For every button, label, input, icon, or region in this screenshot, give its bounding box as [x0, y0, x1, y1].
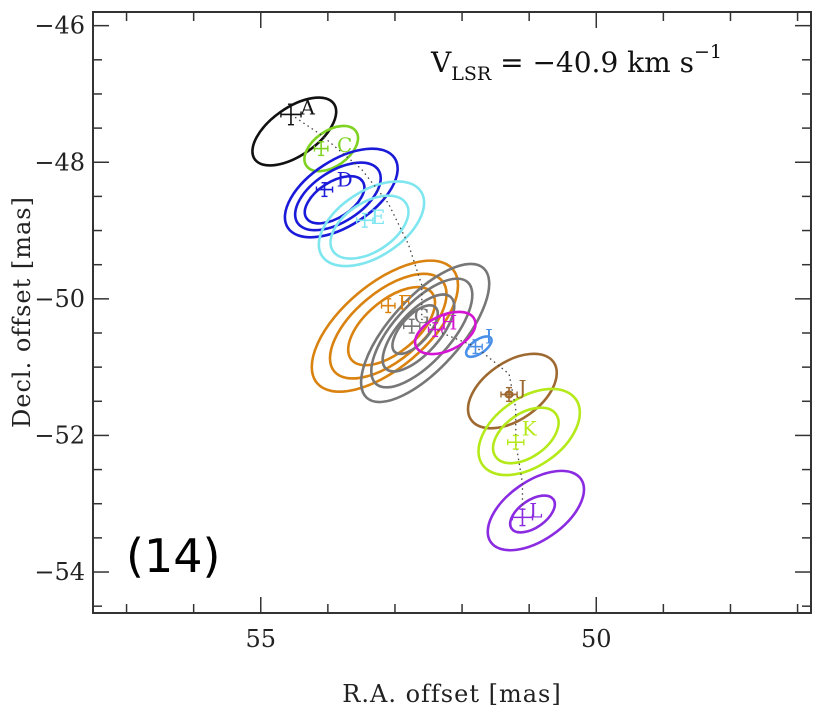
component-label-F: F [398, 290, 412, 314]
y-tick-label: −54 [34, 558, 85, 586]
velocity-annotation: VLSR = −40.9 km s−1 [430, 41, 722, 85]
component-I: I [468, 324, 493, 355]
contour-E [329, 194, 410, 260]
component-label-L: L [529, 499, 542, 523]
component-label-E: E [371, 205, 386, 229]
vlsr-subscript: LSR [451, 63, 492, 85]
y-axis-label: Decl. offset [mas] [8, 196, 36, 428]
component-D: D [315, 167, 353, 198]
contour-H [413, 310, 477, 356]
contour-L [486, 469, 586, 552]
component-G: G [402, 304, 430, 334]
panel-label: (14) [126, 529, 220, 583]
component-H: H [427, 311, 457, 338]
contour-C [303, 124, 360, 173]
vlsr-superscript: −1 [694, 41, 722, 63]
y-tick-label: −50 [34, 285, 85, 313]
x-tick-label: 50 [581, 625, 612, 653]
contour-G [391, 304, 440, 356]
component-label-A: A [300, 96, 316, 120]
contour-G [381, 293, 456, 373]
component-F: F [380, 290, 412, 314]
contour-D [293, 161, 383, 232]
vlsr-prefix: V [430, 46, 452, 79]
contour-K [491, 406, 560, 465]
y-tick-label: −46 [34, 12, 85, 40]
component-label-I: I [485, 324, 493, 348]
contour-K [477, 387, 582, 477]
plot-frame [92, 11, 812, 614]
contour-J [466, 352, 559, 430]
component-E: E [356, 205, 386, 229]
contour-G [359, 262, 491, 404]
contour-F [346, 285, 437, 367]
ticks-layer: 55 50 −46 −48 −50 −52 −54 [34, 12, 811, 653]
component-label-G: G [414, 304, 430, 328]
component-label-K: K [522, 417, 538, 441]
component-label-C: C [337, 133, 352, 157]
contour-E [317, 180, 426, 268]
y-tick-label: −48 [34, 148, 85, 176]
x-tick-label: 55 [245, 625, 276, 653]
component-K: K [506, 417, 538, 450]
x-axis-label: R.A. offset [mas] [342, 680, 561, 708]
component-label-H: H [440, 311, 457, 335]
y-tick-label: −52 [34, 421, 85, 449]
component-A: A [280, 96, 316, 126]
component-label-D: D [337, 167, 353, 191]
component-C: C [313, 133, 352, 157]
component-label-J: J [516, 376, 526, 400]
component-J: J [500, 376, 526, 402]
vlsr-text: = −40.9 km s [491, 46, 694, 79]
contour-L [508, 494, 557, 534]
component-L: L [511, 499, 543, 527]
